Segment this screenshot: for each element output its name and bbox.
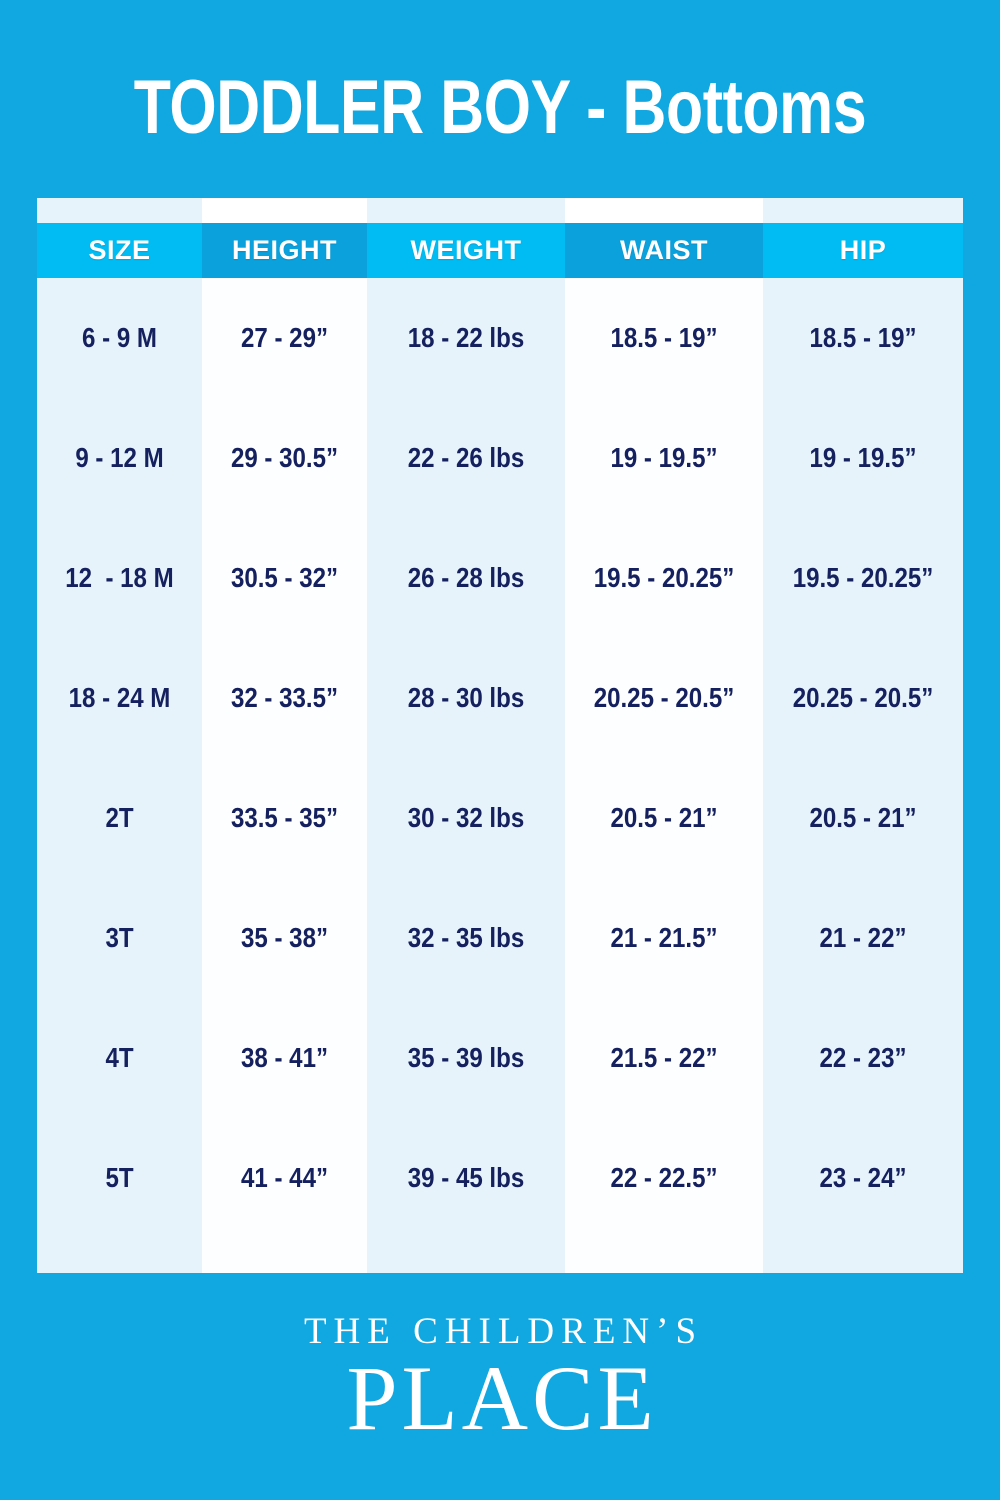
table-cell-size: 12 - 18 M	[65, 562, 174, 593]
column-header-size[interactable]: SIZE	[37, 223, 202, 278]
table-cell-height: 27 - 29”	[240, 322, 328, 353]
table-cell-hip: 22 - 23”	[819, 1042, 907, 1073]
column-header-weight[interactable]: WEIGHT	[367, 223, 565, 278]
table-cell-hip: 20.25 - 20.5”	[792, 682, 934, 713]
table-cell-size: 4T	[105, 1042, 134, 1073]
table-cell-size: 9 - 12 M	[75, 442, 164, 473]
table-cell-weight: 28 - 30 lbs	[407, 682, 525, 713]
table-cell-hip: 21 - 22”	[819, 922, 907, 953]
table-cell-weight: 30 - 32 lbs	[407, 802, 525, 833]
table-cell-weight: 32 - 35 lbs	[407, 922, 525, 953]
table-cell-hip: 19 - 19.5”	[809, 442, 917, 473]
brand-logo-line-2: PLACE	[346, 1347, 658, 1449]
table-cell-hip: 18.5 - 19”	[809, 322, 917, 353]
table-column-body: 18.5 - 19” 19 - 19.5” 19.5 - 20.25” 20.25 -…	[565, 278, 763, 1273]
table-cell-hip: 23 - 24”	[819, 1162, 907, 1193]
brand-logo: THE CHILDREN’S PLACE	[0, 1311, 1000, 1449]
page-title-mixed: Bottoms	[622, 65, 867, 150]
table-top-strip	[367, 198, 565, 223]
table-cell-size: 2T	[105, 802, 134, 833]
table-column-weight: WEIGHT 18 - 22 lbs 22 - 26 lbs 26 - 28 lbs 2…	[367, 198, 565, 1273]
table-cell-weight: 39 - 45 lbs	[407, 1162, 525, 1193]
table-cell-weight: 26 - 28 lbs	[407, 562, 525, 593]
table-top-strip	[565, 198, 763, 223]
table-cell-weight: 22 - 26 lbs	[407, 442, 525, 473]
table-column-size: SIZE 6 - 9 M 9 - 12 M 12 - 18 M 18 - 24 M 2T 3…	[37, 198, 202, 1273]
table-cell-waist: 21 - 21.5”	[610, 922, 718, 953]
table-cell-waist: 19.5 - 20.25”	[593, 562, 735, 593]
page-title: TODDLER BOY - Bottoms	[100, 66, 900, 150]
table-cell-height: 30.5 - 32”	[230, 562, 339, 593]
table-cell-size: 6 - 9 M	[82, 322, 157, 353]
table-cell-size: 5T	[105, 1162, 134, 1193]
column-header-height[interactable]: HEIGHT	[202, 223, 367, 278]
table-cell-height: 35 - 38”	[240, 922, 328, 953]
table-column-body: 18 - 22 lbs 22 - 26 lbs 26 - 28 lbs 28 - 30…	[367, 278, 565, 1273]
table-top-strip	[763, 198, 963, 223]
table-cell-height: 33.5 - 35”	[230, 802, 339, 833]
table-cell-weight: 18 - 22 lbs	[407, 322, 525, 353]
table-cell-waist: 20.25 - 20.5”	[593, 682, 735, 713]
table-cell-size: 3T	[105, 922, 134, 953]
table-cell-hip: 19.5 - 20.25”	[792, 562, 934, 593]
table-cell-waist: 18.5 - 19”	[610, 322, 718, 353]
table-cell-waist: 19 - 19.5”	[610, 442, 718, 473]
table-top-strip	[37, 198, 202, 223]
table-cell-height: 41 - 44”	[240, 1162, 328, 1193]
table-top-strip	[202, 198, 367, 223]
table-cell-waist: 21.5 - 22”	[610, 1042, 718, 1073]
page-title-uppercase: TODDLER BOY -	[133, 65, 623, 150]
table-column-body: 6 - 9 M 9 - 12 M 12 - 18 M 18 - 24 M 2T 3T 4T 5…	[37, 278, 202, 1273]
column-header-hip[interactable]: HIP	[763, 223, 963, 278]
table-cell-weight: 35 - 39 lbs	[407, 1042, 525, 1073]
brand-logo-line-1: THE CHILDREN’S	[303, 1311, 704, 1352]
table-column-height: HEIGHT 27 - 29” 29 - 30.5” 30.5 - 32” 32 - 3…	[202, 198, 367, 1273]
column-header-waist[interactable]: WAIST	[565, 223, 763, 278]
table-cell-hip: 20.5 - 21”	[809, 802, 917, 833]
table-cell-height: 38 - 41”	[240, 1042, 328, 1073]
size-chart-table: SIZE 6 - 9 M 9 - 12 M 12 - 18 M 18 - 24 M 2T 3…	[37, 198, 963, 1273]
table-column-hip: HIP 18.5 - 19” 19 - 19.5” 19.5 - 20.25” 20.2…	[763, 198, 963, 1273]
table-cell-size: 18 - 24 M	[68, 682, 171, 713]
table-cell-height: 29 - 30.5”	[230, 442, 339, 473]
table-cell-height: 32 - 33.5”	[230, 682, 339, 713]
table-cell-waist: 20.5 - 21”	[610, 802, 718, 833]
table-cell-waist: 22 - 22.5”	[610, 1162, 718, 1193]
table-column-waist: WAIST 18.5 - 19” 19 - 19.5” 19.5 - 20.25” 20…	[565, 198, 763, 1273]
table-column-body: 18.5 - 19” 19 - 19.5” 19.5 - 20.25” 20.25 -…	[763, 278, 963, 1273]
table-column-body: 27 - 29” 29 - 30.5” 30.5 - 32” 32 - 33.5” 33…	[202, 278, 367, 1273]
